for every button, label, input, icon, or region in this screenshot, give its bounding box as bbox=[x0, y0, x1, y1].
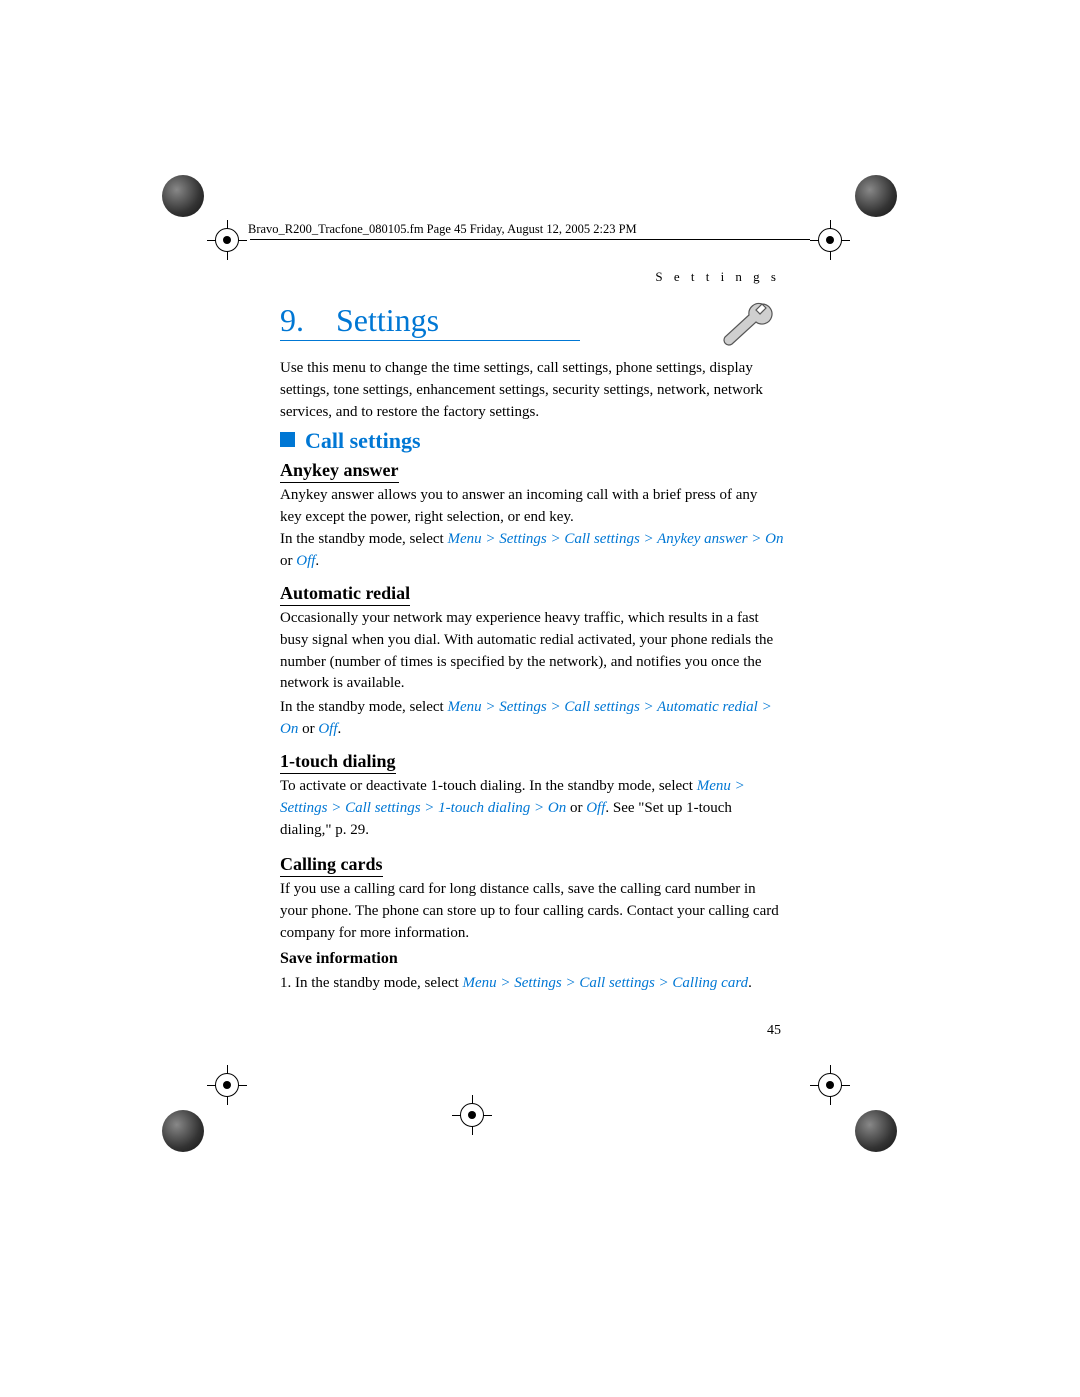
anykey-body: Anykey answer allows you to answer an in… bbox=[280, 485, 782, 529]
h3-1touch-dialing: 1-touch dialing bbox=[280, 751, 396, 774]
saveinfo-nav: Menu > Settings > Call settings > Callin… bbox=[462, 975, 748, 991]
anykey-or: or bbox=[280, 553, 296, 569]
page-number: 45 bbox=[767, 1023, 781, 1039]
h2-call-settings-text: Call settings bbox=[305, 428, 421, 453]
chapter-rule bbox=[280, 340, 580, 341]
saveinfo-prefix: 1. In the standby mode, select bbox=[280, 975, 462, 991]
callingcards-body: If you use a calling card for long dista… bbox=[280, 879, 782, 944]
anykey-instr-prefix: In the standby mode, select bbox=[280, 531, 447, 547]
h3-anykey-answer: Anykey answer bbox=[280, 460, 399, 483]
crop-mark-tr bbox=[815, 195, 875, 255]
anykey-off: Off bbox=[296, 553, 315, 569]
crop-mark-br bbox=[815, 1070, 875, 1130]
touchdial-or: or bbox=[566, 800, 586, 816]
h4-save-information: Save information bbox=[280, 950, 398, 968]
h3-calling-cards: Calling cards bbox=[280, 854, 383, 877]
autoredial-instruction: In the standby mode, select Menu > Setti… bbox=[280, 697, 790, 741]
touchdial-body: To activate or deactivate 1-touch dialin… bbox=[280, 776, 785, 841]
saveinfo-period: . bbox=[748, 975, 752, 991]
chapter-number: 9. bbox=[280, 302, 304, 338]
anykey-nav: Menu > Settings > Call settings > Anykey… bbox=[447, 531, 783, 547]
chapter-title: 9. Settings bbox=[280, 302, 439, 339]
autoredial-or: or bbox=[298, 721, 318, 737]
touchdial-off: Off bbox=[586, 800, 605, 816]
anykey-instruction: In the standby mode, select Menu > Setti… bbox=[280, 529, 788, 573]
crop-line-top bbox=[250, 239, 810, 240]
crop-mark-bm bbox=[452, 1095, 512, 1155]
autoredial-body: Occasionally your network may experience… bbox=[280, 608, 782, 695]
header-filepath: Bravo_R200_Tracfone_080105.fm Page 45 Fr… bbox=[248, 222, 637, 237]
crop-mark-tl bbox=[182, 195, 242, 255]
autoredial-off: Off bbox=[318, 721, 337, 737]
wrench-icon bbox=[716, 296, 782, 352]
chapter-name: Settings bbox=[336, 302, 439, 338]
h3-automatic-redial: Automatic redial bbox=[280, 583, 410, 606]
crop-mark-bl bbox=[182, 1070, 242, 1130]
intro-paragraph: Use this menu to change the time setting… bbox=[280, 358, 782, 423]
anykey-period: . bbox=[315, 553, 319, 569]
autoredial-period: . bbox=[338, 721, 342, 737]
touchdial-prefix: To activate or deactivate 1-touch dialin… bbox=[280, 778, 697, 794]
square-bullet-icon bbox=[280, 432, 295, 447]
saveinfo-item1: 1. In the standby mode, select Menu > Se… bbox=[280, 973, 790, 995]
running-head: S e t t i n g s bbox=[655, 269, 780, 285]
h2-call-settings: Call settings bbox=[280, 428, 421, 454]
autoredial-instr-prefix: In the standby mode, select bbox=[280, 699, 447, 715]
